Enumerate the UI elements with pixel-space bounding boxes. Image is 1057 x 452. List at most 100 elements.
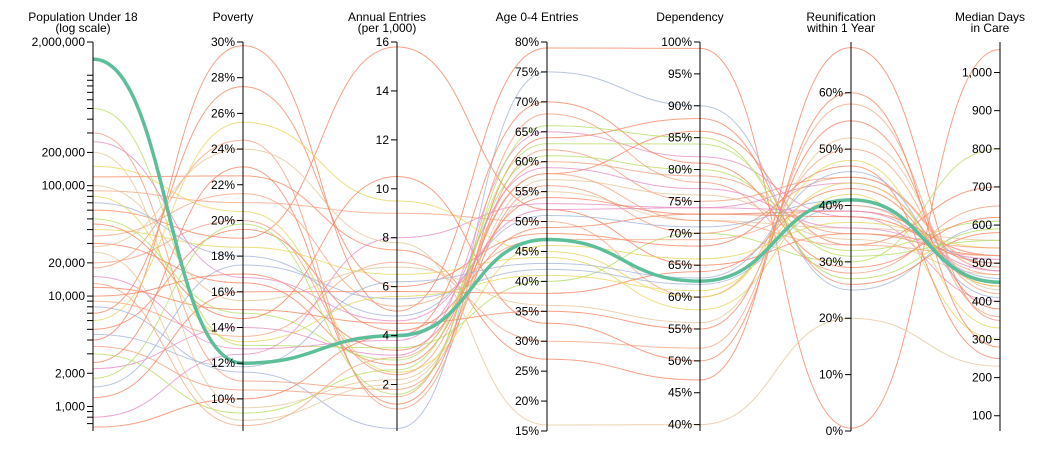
tick-label: 55% — [668, 322, 692, 336]
axis-title: (log scale) — [55, 21, 110, 35]
tick-label: 24% — [211, 142, 235, 156]
series-line — [92, 161, 1001, 376]
tick-label: 900 — [972, 104, 992, 118]
axis-title: Age 0-4 Entries — [496, 10, 579, 24]
tick-label: 800 — [972, 142, 992, 156]
tick-label: 85% — [668, 131, 692, 145]
tick-label: 500 — [972, 256, 992, 270]
tick-label: 20% — [211, 213, 235, 227]
tick-label: 16% — [211, 285, 235, 299]
tick-label: 20% — [819, 311, 843, 325]
tick-label: 100,000 — [42, 179, 86, 193]
tick-label: 20% — [515, 394, 539, 408]
series-line — [92, 173, 1001, 427]
tick-label: 75% — [668, 194, 692, 208]
tick-label: 30% — [819, 255, 843, 269]
tick-label: 15% — [515, 424, 539, 438]
axis-title: Median Days — [955, 10, 1025, 24]
tick-label: 20,000 — [48, 256, 85, 270]
series-line — [92, 86, 1001, 360]
tick-label: 90% — [668, 99, 692, 113]
axes-group: 1,000 2,000 10,000 20,000 100,000 200,000 2,00… — [28, 10, 1025, 438]
tick-label: 80% — [515, 35, 539, 49]
tick-label: 22% — [211, 178, 235, 192]
series-line — [92, 148, 1001, 298]
tick-label: 50% — [668, 354, 692, 368]
tick-label: 55% — [515, 185, 539, 199]
tick-label: 1,000 — [55, 400, 85, 414]
tick-label: 2 — [382, 378, 389, 392]
series-line — [92, 193, 1001, 340]
tick-label: 400 — [972, 294, 992, 308]
axis-title: Annual Entries — [348, 10, 426, 24]
tick-label: 70% — [668, 226, 692, 240]
tick-label: 18% — [211, 249, 235, 263]
tick-label: 10% — [211, 392, 235, 406]
tick-label: 2,000,000 — [32, 35, 86, 49]
tick-label: 2,000 — [55, 366, 85, 380]
tick-label: 16 — [376, 35, 390, 49]
tick-label: 100 — [972, 409, 992, 423]
tick-label: 95% — [668, 67, 692, 81]
axis-days: 100 200 300 400 500 600 700 800 900 1,000 Median D… — [955, 10, 1025, 431]
series-line — [92, 46, 1001, 266]
tick-label: 40% — [819, 198, 843, 212]
axis-entries: 2 4 6 8 10 12 14 16 Annual Entries(per 1,000) — [348, 10, 426, 431]
axis-poverty: 10% 12% 14% 16% 18% 20% 22% 24% 26% 28% 30% Poverty — [211, 10, 253, 431]
tick-label: 100% — [661, 35, 692, 49]
series-line — [92, 118, 1001, 405]
tick-label: 12 — [376, 133, 390, 147]
tick-label: 300 — [972, 332, 992, 346]
tick-label: 65% — [515, 125, 539, 139]
axis-reunif: 0% 10% 20% 30% 40% 50% 60% Reunificationwithin … — [806, 10, 876, 438]
axis-title: Population Under 18 — [28, 10, 138, 24]
tick-label: 70% — [515, 95, 539, 109]
tick-label: 60% — [515, 155, 539, 169]
axis-pop18: 1,000 2,000 10,000 20,000 100,000 200,000 2,00… — [28, 10, 138, 431]
axis-title: in Care — [971, 21, 1010, 35]
axis-title: Poverty — [213, 10, 254, 24]
tick-label: 75% — [515, 65, 539, 79]
series-line — [92, 71, 1001, 430]
tick-label: 40% — [668, 418, 692, 432]
axis-title: within 1 Year — [806, 21, 875, 35]
tick-label: 50% — [819, 142, 843, 156]
tick-label: 30% — [211, 35, 235, 49]
axis-title: Reunification — [806, 10, 875, 24]
tick-label: 10% — [819, 368, 843, 382]
tick-label: 600 — [972, 218, 992, 232]
tick-label: 65% — [668, 258, 692, 272]
tick-label: 30% — [515, 334, 539, 348]
tick-label: 10,000 — [48, 289, 85, 303]
tick-label: 4 — [382, 329, 389, 343]
axis-title: Dependency — [656, 10, 723, 24]
axis-age04: 15% 20% 25% 30% 35% 40% 45% 50% 55% 60% 65% 70% 75% 8… — [496, 10, 579, 438]
axis-dependency: 40% 45% 50% 55% 60% 65% 70% 75% 80% 85% 90% 95% 100%… — [656, 10, 723, 432]
tick-label: 0% — [826, 424, 844, 438]
tick-label: 60% — [819, 86, 843, 100]
tick-label: 10 — [376, 182, 390, 196]
series-line — [92, 103, 1001, 349]
tick-label: 700 — [972, 180, 992, 194]
tick-label: 40% — [515, 274, 539, 288]
axis-title: (per 1,000) — [358, 21, 417, 35]
series-line — [92, 47, 1001, 381]
tick-label: 12% — [211, 356, 235, 370]
tick-label: 8 — [382, 231, 389, 245]
tick-label: 45% — [515, 244, 539, 258]
tick-label: 26% — [211, 106, 235, 120]
series-line — [92, 92, 1001, 362]
tick-label: 25% — [515, 364, 539, 378]
tick-label: 60% — [668, 290, 692, 304]
tick-label: 200 — [972, 371, 992, 385]
tick-label: 35% — [515, 304, 539, 318]
tick-label: 28% — [211, 71, 235, 85]
tick-label: 50% — [515, 215, 539, 229]
tick-label: 80% — [668, 163, 692, 177]
tick-label: 14 — [376, 84, 390, 98]
series-line — [92, 120, 1001, 330]
series-line — [92, 45, 1001, 429]
tick-label: 200,000 — [42, 145, 86, 159]
tick-label: 1,000 — [962, 66, 992, 80]
